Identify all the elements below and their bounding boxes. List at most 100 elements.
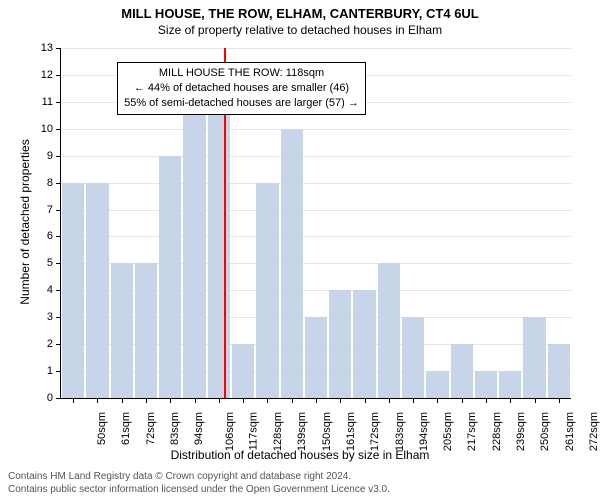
x-tick	[365, 398, 366, 403]
y-tick-label: 5	[23, 257, 53, 269]
y-tick-label: 11	[23, 96, 53, 108]
annotation-box: MILL HOUSE THE ROW: 118sqm← 44% of detac…	[117, 62, 366, 115]
y-tick-label: 1	[23, 365, 53, 377]
gridline	[61, 129, 571, 130]
y-tick-label: 12	[23, 69, 53, 81]
y-tick-label: 2	[23, 338, 53, 350]
annotation-line-2: ← 44% of detached houses are smaller (46…	[124, 81, 359, 96]
y-tick	[56, 210, 61, 211]
x-tick	[462, 398, 463, 403]
bar	[256, 183, 278, 398]
x-tick	[219, 398, 220, 403]
x-tick	[340, 398, 341, 403]
x-tick	[389, 398, 390, 403]
chart-title: MILL HOUSE, THE ROW, ELHAM, CANTERBURY, …	[0, 0, 600, 21]
bar	[111, 263, 133, 398]
annotation-line-1: MILL HOUSE THE ROW: 118sqm	[124, 66, 359, 81]
bar	[426, 371, 448, 398]
gridline	[61, 156, 571, 157]
y-tick	[56, 236, 61, 237]
x-tick-label: 172sqm	[369, 412, 381, 451]
x-tick-label: 72sqm	[145, 412, 157, 445]
y-tick	[56, 371, 61, 372]
y-tick	[56, 183, 61, 184]
x-tick	[195, 398, 196, 403]
bar	[281, 129, 303, 398]
x-tick-label: 150sqm	[321, 412, 333, 451]
y-tick-label: 3	[23, 311, 53, 323]
bar	[135, 263, 157, 398]
x-tick	[97, 398, 98, 403]
bar	[208, 102, 230, 398]
bar	[159, 156, 181, 398]
x-tick	[559, 398, 560, 403]
x-tick	[73, 398, 74, 403]
x-tick-label: 161sqm	[345, 412, 357, 451]
x-tick-label: 94sqm	[193, 412, 205, 445]
gridline	[61, 48, 571, 49]
x-tick	[170, 398, 171, 403]
x-tick-label: 128sqm	[272, 412, 284, 451]
footer-line-1: Contains HM Land Registry data © Crown c…	[8, 470, 390, 483]
bar	[548, 344, 570, 398]
x-tick	[535, 398, 536, 403]
y-tick-label: 6	[23, 230, 53, 242]
bar	[62, 183, 84, 398]
chart-footer: Contains HM Land Registry data © Crown c…	[8, 470, 390, 496]
bar	[499, 371, 521, 398]
y-tick	[56, 398, 61, 399]
x-tick	[122, 398, 123, 403]
chart-subtitle: Size of property relative to detached ho…	[0, 21, 600, 37]
x-tick-label: 250sqm	[539, 412, 551, 451]
bar	[86, 183, 108, 398]
bar	[329, 290, 351, 398]
bar	[475, 371, 497, 398]
x-tick	[437, 398, 438, 403]
x-tick-label: 217sqm	[467, 412, 479, 451]
y-tick	[56, 290, 61, 291]
y-tick	[56, 102, 61, 103]
chart-container: MILL HOUSE, THE ROW, ELHAM, CANTERBURY, …	[0, 0, 600, 500]
x-tick	[292, 398, 293, 403]
y-tick	[56, 344, 61, 345]
bar	[451, 344, 473, 398]
x-tick	[316, 398, 317, 403]
y-tick-label: 7	[23, 204, 53, 216]
bar	[183, 102, 205, 398]
x-tick	[267, 398, 268, 403]
y-tick	[56, 129, 61, 130]
x-tick-label: 117sqm	[247, 412, 259, 450]
plot-area: MILL HOUSE THE ROW: 118sqm← 44% of detac…	[60, 48, 571, 399]
y-tick	[56, 156, 61, 157]
y-tick-label: 10	[23, 123, 53, 135]
footer-line-2: Contains public sector information licen…	[8, 483, 390, 496]
y-tick	[56, 317, 61, 318]
bar	[353, 290, 375, 398]
x-tick-label: 61sqm	[120, 412, 132, 445]
bar	[523, 317, 545, 398]
y-tick-label: 4	[23, 284, 53, 296]
x-tick-label: 261sqm	[564, 412, 576, 451]
x-tick-label: 272sqm	[588, 412, 600, 451]
x-tick-label: 194sqm	[418, 412, 430, 451]
y-tick-label: 9	[23, 150, 53, 162]
y-tick	[56, 48, 61, 49]
gridline	[61, 236, 571, 237]
x-tick	[486, 398, 487, 403]
x-tick-label: 50sqm	[96, 412, 108, 445]
x-tick	[413, 398, 414, 403]
bar	[305, 317, 327, 398]
y-tick-label: 8	[23, 177, 53, 189]
x-tick	[510, 398, 511, 403]
bar	[402, 317, 424, 398]
x-tick-label: 239sqm	[515, 412, 527, 451]
x-tick-label: 139sqm	[297, 412, 309, 451]
y-tick-label: 13	[23, 42, 53, 54]
gridline	[61, 210, 571, 211]
bar	[378, 263, 400, 398]
x-tick-label: 106sqm	[224, 412, 236, 451]
y-tick	[56, 75, 61, 76]
x-tick-label: 205sqm	[442, 412, 454, 451]
x-tick-label: 183sqm	[394, 412, 406, 451]
y-tick-label: 0	[23, 392, 53, 404]
